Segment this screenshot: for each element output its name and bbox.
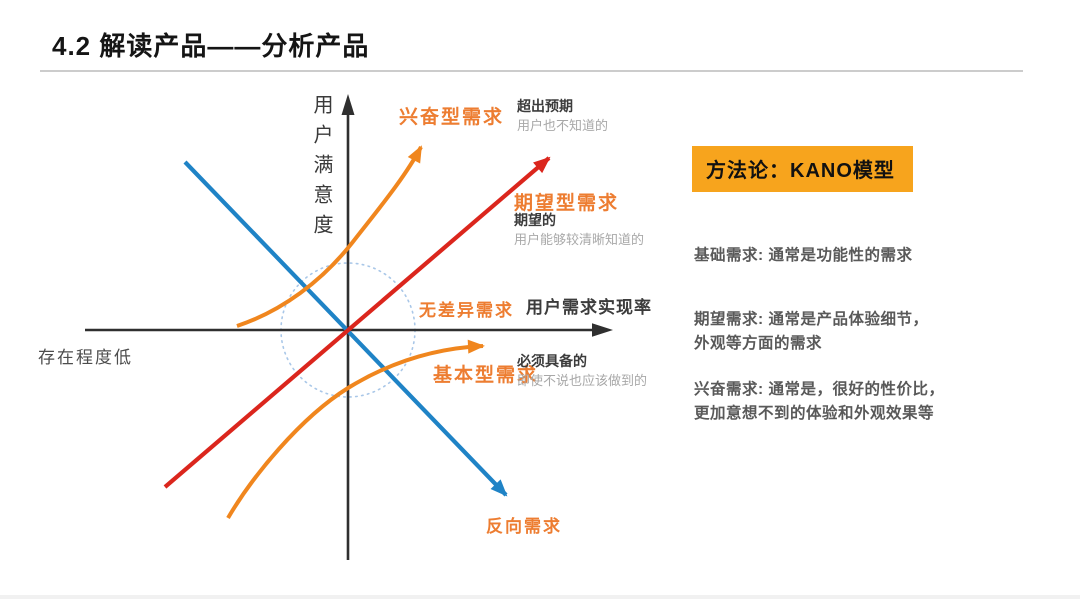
basic-note-sub: 即使不说也应该做到的 xyxy=(517,373,648,388)
slide-bottom-edge xyxy=(0,595,1080,599)
basic-note-strong: 必须具备的 xyxy=(517,353,587,369)
panel-item-excitement-line2: 更加意想不到的体验和外观效果等 xyxy=(694,405,935,422)
basic-curve-label: 基本型需求 xyxy=(433,365,539,386)
title-divider xyxy=(40,70,1023,72)
y-axis-label: 用户满意度 xyxy=(310,94,332,244)
panel-item-excitement: 兴奋需求: 通常是，很好的性价比， 更加意想不到的体验和外观效果等 xyxy=(694,378,944,426)
expected-note-strong: 期望的 xyxy=(514,212,556,228)
basic-curve-note: 必须具备的 即使不说也应该做到的 xyxy=(517,352,647,390)
panel-item-expected-line1: 期望需求: 通常是产品体验细节， xyxy=(694,311,929,328)
basic-demand-curve xyxy=(226,339,485,520)
indifferent-curve-label: 无差异需求 xyxy=(419,301,514,320)
y-axis-arrowhead-icon xyxy=(341,94,355,115)
panel-item-basic-line1: 基础需求: 通常是功能性的需求 xyxy=(694,247,913,264)
methodology-badge: 方法论：KANO模型 xyxy=(692,146,913,192)
excitement-note-sub: 用户也不知道的 xyxy=(517,118,609,133)
panel-item-expected: 期望需求: 通常是产品体验细节， 外观等方面的需求 xyxy=(694,308,928,356)
expected-curve-label: 期望型需求 xyxy=(514,193,620,214)
panel-item-basic: 基础需求: 通常是功能性的需求 xyxy=(694,244,912,268)
reverse-demand-line xyxy=(183,160,508,497)
excitement-curve-note: 超出预期 用户也不知道的 xyxy=(517,97,608,135)
x-axis-label: 用户需求实现率 xyxy=(526,298,652,317)
excitement-note-strong: 超出预期 xyxy=(517,98,573,114)
excitement-curve-label: 兴奋型需求 xyxy=(399,107,505,128)
x-axis-arrowhead-icon xyxy=(592,323,613,337)
excitement-demand-curve xyxy=(236,145,423,328)
page-title: 4.2 解读产品——分析产品 xyxy=(52,31,370,61)
panel-item-expected-line2: 外观等方面的需求 xyxy=(694,335,823,352)
expected-demand-line xyxy=(163,156,551,489)
reverse-curve-label: 反向需求 xyxy=(486,517,562,536)
panel-item-excitement-line1: 兴奋需求: 通常是，很好的性价比， xyxy=(694,381,945,398)
kano-diagram xyxy=(85,94,613,560)
origin-label: 存在程度低 xyxy=(38,348,133,367)
expected-curve-note: 期望的 用户能够较清晰知道的 xyxy=(514,211,644,249)
expected-note-sub: 用户能够较清晰知道的 xyxy=(514,232,645,247)
